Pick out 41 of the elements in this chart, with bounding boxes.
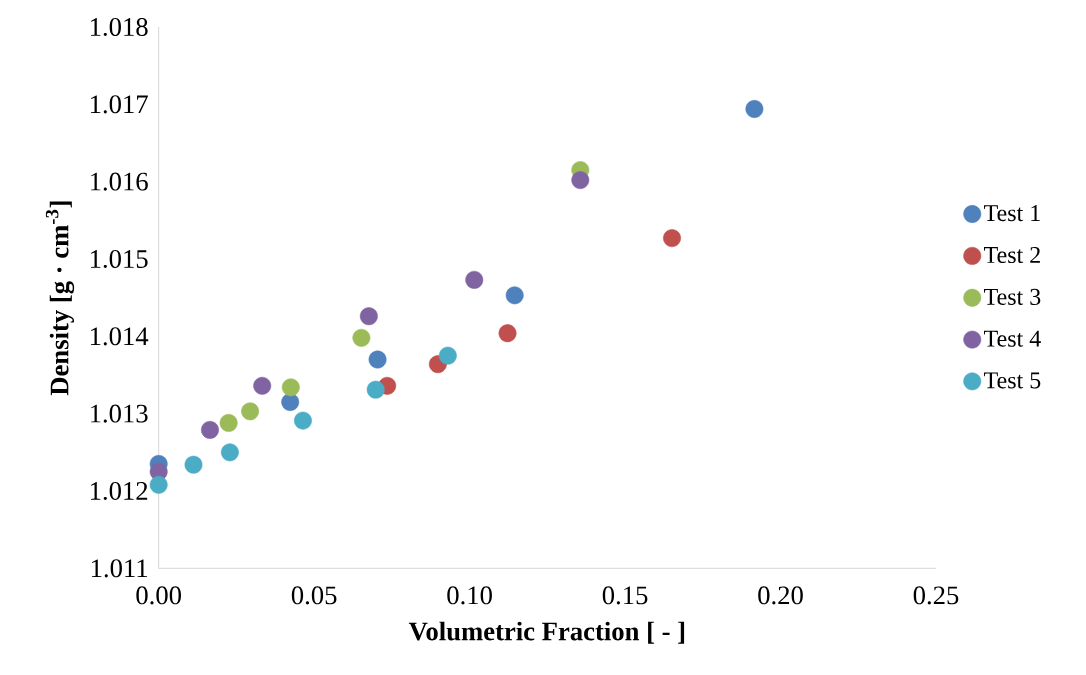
point bbox=[184, 455, 203, 474]
point bbox=[201, 420, 219, 439]
legend-label: Test 1 bbox=[984, 205, 1040, 222]
y-tick-label: 1.015 bbox=[90, 249, 148, 269]
legend-label: Test 4 bbox=[984, 330, 1041, 347]
y-tick-label: 1.013 bbox=[90, 404, 148, 423]
point bbox=[219, 414, 238, 432]
point bbox=[498, 324, 517, 343]
point bbox=[505, 286, 524, 305]
x-tick-label: 0.00 bbox=[136, 586, 181, 605]
y-tick-label: 1.012 bbox=[90, 481, 148, 501]
x-tick-label: 0.15 bbox=[602, 586, 648, 605]
y-tick-label: 1.011 bbox=[91, 559, 148, 578]
y-axis-title: Density [g · cm$^{-3}$] bbox=[45, 201, 75, 396]
point bbox=[663, 229, 681, 248]
point bbox=[359, 307, 378, 326]
x-tick-label: 0.25 bbox=[913, 586, 959, 605]
point bbox=[294, 411, 312, 430]
y-tick-label: 1.017 bbox=[90, 95, 148, 114]
point bbox=[366, 380, 385, 399]
legend-label: Test 5 bbox=[984, 372, 1041, 389]
point bbox=[241, 402, 260, 421]
point bbox=[438, 346, 457, 365]
x-tick-label: 0.20 bbox=[758, 586, 803, 605]
x-tick-label: 0.10 bbox=[447, 586, 492, 605]
point bbox=[220, 443, 239, 462]
legend-label: Test 3 bbox=[984, 288, 1041, 305]
point bbox=[465, 270, 484, 289]
point bbox=[281, 378, 300, 397]
point bbox=[352, 328, 371, 347]
y-tick-label: 1.018 bbox=[90, 17, 148, 37]
y-tick-label: 1.014 bbox=[90, 327, 149, 346]
point bbox=[253, 376, 272, 395]
point bbox=[571, 171, 590, 190]
x-tick-label: 0.05 bbox=[291, 586, 337, 605]
point bbox=[149, 475, 168, 494]
point bbox=[745, 100, 764, 118]
x-axis-title: Volumetric Fraction [ - ] bbox=[408, 621, 685, 644]
legend-label: Test 2 bbox=[984, 246, 1040, 264]
y-tick-label: 1.016 bbox=[90, 172, 148, 191]
point bbox=[368, 350, 387, 369]
